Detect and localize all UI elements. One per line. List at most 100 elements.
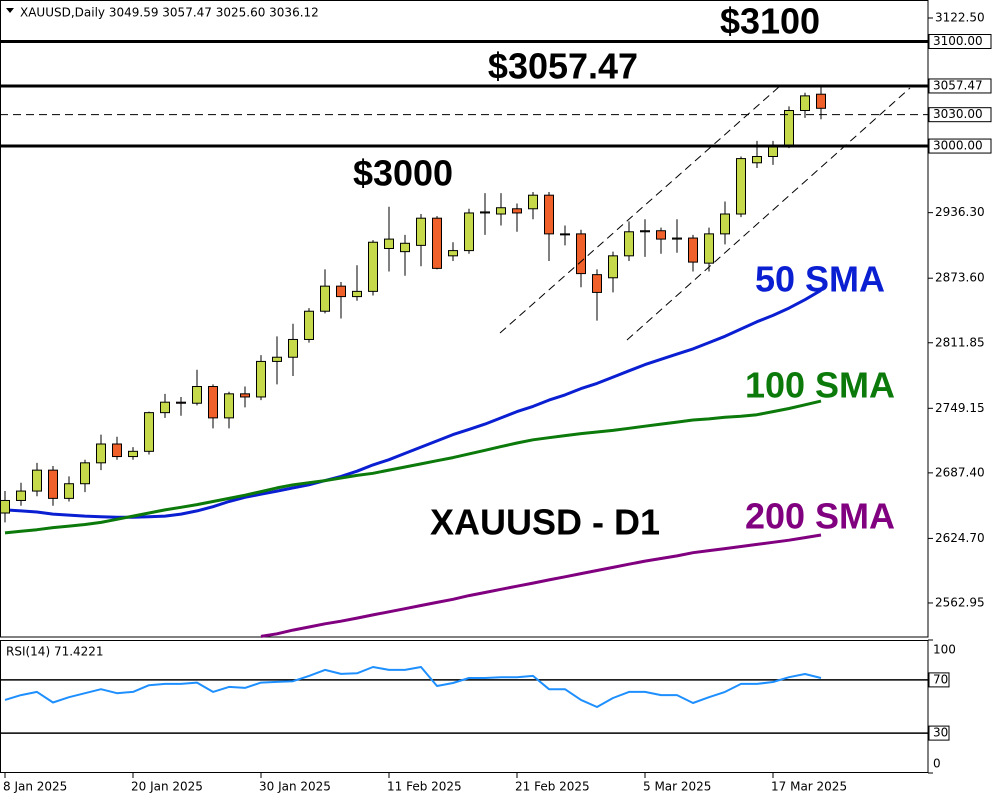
level-label: 3030.00 <box>933 107 983 121</box>
candle-body <box>208 386 218 419</box>
candle-body <box>320 285 330 312</box>
channel-lower <box>626 87 911 341</box>
y-tick-label: 100 <box>933 643 956 657</box>
candle-body <box>224 393 234 419</box>
level-label: 3100.00 <box>933 34 983 48</box>
candle-body <box>720 213 730 235</box>
annotation: $3100 <box>720 1 820 42</box>
annotation: $3000 <box>353 153 453 194</box>
candle-body <box>0 499 10 514</box>
candle-body <box>16 490 26 501</box>
candle-body <box>496 207 506 215</box>
annotation: $3057.47 <box>488 46 638 87</box>
candle-body <box>368 241 378 292</box>
y-tick-label: 2811.85 <box>935 335 985 349</box>
candle-body <box>704 233 714 264</box>
candle-body <box>576 233 586 275</box>
candle-body <box>624 231 634 257</box>
y-tick-label: 2936.30 <box>935 205 985 219</box>
level-label-box <box>928 34 992 50</box>
chart-header: XAUUSD,Daily 3049.59 3057.47 3025.60 303… <box>20 6 319 20</box>
candle-body <box>80 462 90 485</box>
candle-body <box>784 110 794 146</box>
candle-body <box>464 212 474 252</box>
y-tick-label: 2562.95 <box>935 595 985 609</box>
candle-body <box>448 250 458 257</box>
candle-body <box>816 93 826 109</box>
candle-body <box>592 274 602 293</box>
rsi-line <box>4 666 822 708</box>
candle-body <box>416 217 426 246</box>
candle-body <box>800 95 810 112</box>
y-tick-label: 2749.15 <box>935 401 985 415</box>
level-label-box <box>928 107 992 123</box>
candle-body <box>48 469 58 499</box>
level-label-box <box>928 672 950 688</box>
candle-body <box>352 290 362 298</box>
chart-title: XAUUSD - D1 <box>430 502 660 543</box>
candle-body <box>32 469 42 492</box>
candle-body <box>96 443 106 464</box>
y-tick-label: 30 <box>933 726 948 740</box>
trend-channel <box>499 85 911 341</box>
x-tick-label: 21 Feb 2025 <box>515 780 590 794</box>
candle-body <box>560 233 570 236</box>
x-tick-label: 30 Jan 2025 <box>259 780 331 794</box>
candle-body <box>192 386 202 404</box>
x-tick-label: 8 Jan 2025 <box>3 780 67 794</box>
y-tick-label: 2873.60 <box>935 271 985 285</box>
candle-body <box>64 483 74 499</box>
y-tick-label: 0 <box>933 757 941 771</box>
y-tick-label: 2624.70 <box>935 531 985 545</box>
sma-line <box>4 399 822 535</box>
price-panel <box>0 0 929 638</box>
x-tick-label: 17 Mar 2025 <box>771 780 847 794</box>
x-tick-label: 20 Jan 2025 <box>131 780 203 794</box>
x-tick-label: 5 Mar 2025 <box>643 780 711 794</box>
level-label: 3057.47 <box>933 78 983 92</box>
candle-body <box>272 356 282 362</box>
candle-body <box>400 242 410 253</box>
candle-body <box>112 443 122 458</box>
legend-label: 200 SMA <box>745 496 895 537</box>
rsi-header: RSI(14) 71.4221 <box>6 645 104 659</box>
legend-label: 50 SMA <box>755 259 885 300</box>
candle-body <box>544 194 554 235</box>
y-tick-label: 2687.40 <box>935 465 985 479</box>
candle-body <box>752 156 762 164</box>
candle-body <box>336 285 346 298</box>
candle-body <box>672 237 682 240</box>
candle-body <box>144 412 154 452</box>
candle-body <box>128 450 138 458</box>
candle-body <box>608 255 618 279</box>
candle-body <box>640 230 650 233</box>
candle-body <box>288 338 298 358</box>
sma-line <box>260 533 822 638</box>
level-label-box <box>928 725 950 741</box>
level-label-box <box>928 138 992 154</box>
x-tick-label: 11 Feb 2025 <box>387 780 462 794</box>
candle-body <box>480 211 490 214</box>
y-tick-label: 70 <box>933 672 948 686</box>
candle-body <box>176 401 186 404</box>
candle-body <box>256 360 266 398</box>
candle-body <box>384 238 394 250</box>
menu-icon <box>6 8 14 13</box>
level-label: 3000.00 <box>933 139 983 153</box>
candle-body <box>432 217 442 269</box>
y-tick-label: 3122.50 <box>935 10 985 24</box>
candle-body <box>160 401 170 414</box>
candle-body <box>528 194 538 210</box>
level-label-box <box>928 78 992 94</box>
candle-body <box>688 237 698 263</box>
candle-body <box>736 158 746 215</box>
channel-upper <box>499 85 781 334</box>
candle-body <box>512 208 522 214</box>
legend-label: 100 SMA <box>745 365 895 406</box>
candle-body <box>656 230 666 240</box>
rsi-panel <box>0 640 929 773</box>
sma-line <box>4 289 822 519</box>
candle-body <box>240 393 250 398</box>
